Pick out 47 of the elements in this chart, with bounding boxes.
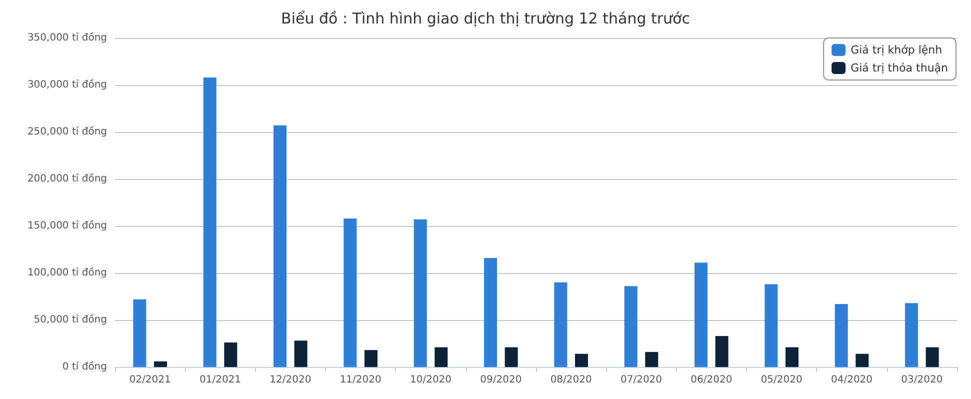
bar xyxy=(274,125,287,367)
x-tick-label: 12/2020 xyxy=(270,374,312,386)
x-tick-label: 07/2020 xyxy=(620,374,662,386)
x-tick-label: 06/2020 xyxy=(690,374,732,386)
bar xyxy=(224,342,238,367)
bar xyxy=(694,262,708,367)
y-tick-label: 50,000 tỉ đồng xyxy=(34,314,107,326)
bar xyxy=(434,347,448,367)
chart-title: Biểu đồ : Tình hình giao dịch thị trường 12 tháng trước xyxy=(281,10,690,28)
bar xyxy=(574,354,588,367)
bar xyxy=(624,286,638,367)
bar xyxy=(554,282,568,367)
legend-label: Giá trị khớp lệnh xyxy=(850,44,942,56)
y-tick-label: 250,000 tỉ đồng xyxy=(27,126,107,138)
bar xyxy=(484,258,498,367)
bar xyxy=(834,304,848,367)
x-tick-label: 02/2021 xyxy=(129,374,171,386)
y-tick-label: 350,000 tỉ đồng xyxy=(27,32,107,44)
bar xyxy=(905,303,918,367)
bar xyxy=(764,284,778,367)
bar xyxy=(154,361,167,367)
bar xyxy=(203,77,216,367)
bar xyxy=(785,347,798,367)
bar xyxy=(645,352,658,367)
x-tick-label: 04/2020 xyxy=(830,374,873,386)
bar xyxy=(133,299,146,367)
bar xyxy=(856,354,869,367)
bar xyxy=(294,340,308,367)
bar xyxy=(926,347,939,367)
y-tick-label: 300,000 tỉ đồng xyxy=(27,78,107,90)
bar xyxy=(364,350,378,367)
y-tick-label: 0 tỉ đồng xyxy=(62,360,107,372)
x-tick-label: 09/2020 xyxy=(480,374,522,386)
x-tick-label: 11/2020 xyxy=(340,374,382,386)
bar xyxy=(504,347,518,367)
x-tick-label: 08/2020 xyxy=(550,374,592,386)
y-tick-label: 200,000 tỉ đồng xyxy=(27,172,107,184)
bar xyxy=(414,219,427,367)
bar xyxy=(715,336,728,367)
y-tick-label: 150,000 tỉ đồng xyxy=(27,220,107,232)
x-tick-label: 10/2020 xyxy=(410,374,452,386)
legend-label: Giá trị thỏa thuận xyxy=(850,62,948,74)
bar xyxy=(344,218,357,367)
y-tick-label: 100,000 tỉ đồng xyxy=(27,266,107,278)
x-tick-label: 01/2021 xyxy=(199,374,242,386)
x-tick-label: 03/2020 xyxy=(901,374,943,386)
x-tick-label: 05/2020 xyxy=(760,374,802,386)
